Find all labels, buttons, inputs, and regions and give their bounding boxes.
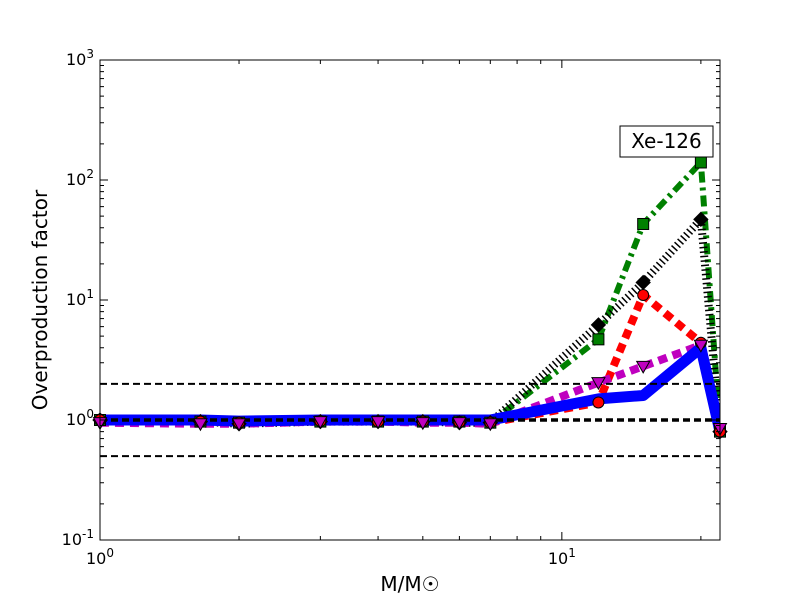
series-line-1: [100, 215, 720, 432]
series-0-point-8: [592, 333, 605, 346]
series-3-point-8: [591, 377, 606, 391]
series-0-point-9: [637, 217, 650, 230]
annotation-label: Xe-126: [631, 129, 702, 153]
axis-ticks: [99, 59, 720, 541]
series-3-point-3: [313, 416, 328, 430]
y-tick-label: 100: [66, 407, 94, 429]
y-axis-title: Overproduction factor: [28, 189, 52, 410]
series-3-point-2: [231, 418, 247, 432]
y-tick-label: 102: [66, 167, 94, 189]
series-3-point-10: [693, 339, 709, 353]
x-axis-title: M/M☉: [380, 572, 439, 596]
series-2-point-8: [592, 396, 605, 409]
series-3-point-5: [415, 417, 431, 431]
series-3-point-4: [370, 416, 386, 430]
series-line-2: [100, 291, 720, 433]
y-tick-label: 103: [66, 47, 94, 69]
series-1-point-10: [693, 211, 709, 228]
series-3-point-6: [452, 417, 467, 431]
series-3-point-1: [193, 418, 208, 432]
x-tick-label: 100: [86, 546, 114, 568]
series-2-point-9: [637, 289, 650, 302]
series-0-point-10: [694, 156, 707, 169]
series-1-point-8: [590, 317, 607, 333]
series-3-point-7: [482, 418, 498, 432]
x-tick-label: 101: [548, 546, 576, 568]
annotation-box: Xe-126: [619, 125, 714, 158]
y-tick-label: 10-1: [62, 527, 94, 549]
y-tick-label: 101: [66, 287, 94, 309]
series-layer: [100, 159, 720, 433]
series-line-3: [100, 341, 720, 430]
series-3-point-9: [635, 360, 651, 374]
